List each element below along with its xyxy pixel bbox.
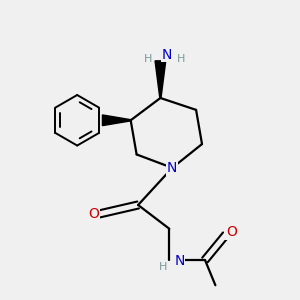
Text: N: N bbox=[167, 161, 178, 175]
Text: H: H bbox=[144, 54, 153, 64]
Polygon shape bbox=[155, 61, 166, 98]
Polygon shape bbox=[102, 115, 131, 126]
Text: O: O bbox=[88, 207, 99, 221]
Text: H: H bbox=[177, 54, 185, 64]
Text: N: N bbox=[161, 48, 172, 62]
Text: H: H bbox=[159, 262, 168, 272]
Text: N: N bbox=[175, 254, 185, 268]
Text: O: O bbox=[226, 225, 237, 239]
